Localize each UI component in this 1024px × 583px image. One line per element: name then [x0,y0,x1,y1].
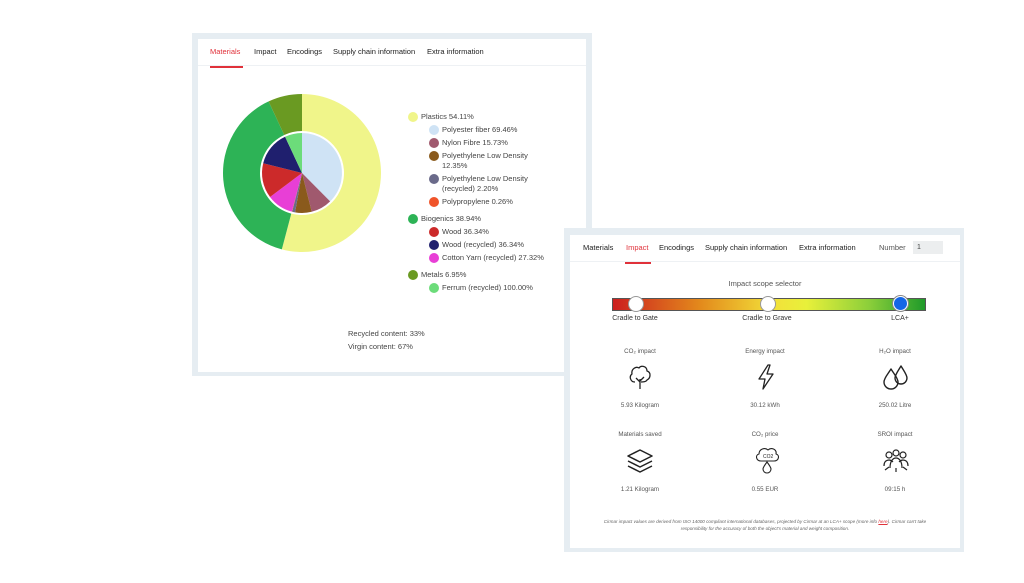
materials-sunburst-chart [223,94,381,252]
legend-label: Wood (recycled) 36.34% [442,240,524,249]
legend-label: Plastics 54.11% [421,112,474,121]
legend-label: Polyethylene Low Density [442,174,528,183]
tab-impact[interactable]: Impact [254,47,277,56]
active-tab-underline [210,66,243,68]
scope-stop-cradle-to-gate[interactable] [628,296,644,312]
tab-impact[interactable]: Impact [626,243,649,252]
inner-slice-polypropylene[interactable] [291,173,302,212]
tab-supply-chain-information[interactable]: Supply chain information [333,47,416,56]
materials-panel: Materials Impact Encodings Supply chain … [192,33,592,376]
legend-label: Cotton Yarn (recycled) 27.32% [442,253,544,262]
legend-swatch [429,197,439,207]
tree-icon [629,365,651,389]
scope-stop-lca-plus[interactable] [893,296,908,311]
metric-title-sroi-impact: SROI impact [877,431,913,438]
legend-swatch [429,227,439,237]
disclaimer-here-link[interactable]: here [878,519,888,524]
disclaimer-line-2: responsibility for the accuracy of both … [680,526,850,531]
inner-slice-cotton-yarn-recycled[interactable] [270,173,302,212]
metric-value-co2-impact: 5.93 Kilogram [620,402,660,409]
legend-swatch [408,112,418,122]
legend-label-continued: 12.35% [442,161,468,170]
legend-label: Polyester fiber 69.46% [442,125,518,134]
legend-swatch [429,253,439,263]
inner-slice-polyethylene-low-density-recycled[interactable] [292,173,302,213]
layers-icon [627,449,653,473]
disclaimer-line-1: Cirmar impact values are derived from IS… [570,518,960,525]
legend-label-continued: (recycled) 2.20% [442,184,499,193]
metric-title-co2-price: CO₂ price [751,431,779,438]
inner-slice-nylon-fibre[interactable] [302,173,331,212]
number-input[interactable]: 1 [913,241,943,254]
disclaimer: Cirmar impact values are derived from IS… [570,518,960,532]
legend-label: Biogenics 38.94% [421,214,482,223]
metric-title-materials-saved: Materials saved [618,431,662,438]
legend-swatch [429,240,439,250]
scope-label-lca-plus: LCA+ [891,315,909,322]
impact-scope-title: Impact scope selector [728,279,802,288]
tab-materials[interactable]: Materials [583,243,614,252]
legend-swatch [408,214,418,224]
metric-title-energy-impact: Energy impact [745,348,785,355]
scope-label-cradle-to-grave: Cradle to Grave [742,315,792,322]
tab-supply-chain-information[interactable]: Supply chain information [705,243,788,252]
materials-tab-bar: Materials Impact Encodings Supply chain … [198,39,586,68]
legend-swatch [429,174,439,184]
outer-slice-plastics[interactable] [281,94,381,252]
legend-swatch [429,283,439,293]
inner-slice-ferrum-recycled[interactable] [285,133,302,173]
lightning-icon [758,364,774,390]
legend-label: Polypropylene 0.26% [442,197,513,206]
metric-value-materials-saved: 1.21 Kilogram [620,486,660,493]
impact-card: Materials Impact Encodings Supply chain … [570,235,960,548]
legend-label: Wood 36.34% [442,227,489,236]
inner-slice-wood-recycled[interactable] [263,136,302,173]
tab-extra-information[interactable]: Extra information [799,243,856,252]
metric-title-h2o-impact: H₂O impact [879,348,911,355]
legend-label: Ferrum (recycled) 100.00% [442,283,533,292]
co2-cloud-icon: CO2 [756,448,779,474]
scope-label-cradle-to-gate: Cradle to Gate [612,315,658,322]
metric-value-sroi-impact: 09:15 h [884,486,906,493]
recycled-content-text: Recycled content: 33% [348,329,425,338]
active-tab-underline [625,262,651,264]
tab-materials[interactable]: Materials [210,47,241,56]
disclaimer-text-end: ). Cirmar can't take [887,519,927,524]
metric-value-h2o-impact: 250.02 Litre [878,402,912,409]
legend-label: Nylon Fibre 15.73% [442,138,508,147]
tab-encodings[interactable]: Encodings [659,243,695,252]
legend-label: Metals 6.95% [421,270,467,279]
inner-slice-wood[interactable] [262,163,302,198]
svg-text:CO2: CO2 [763,454,774,460]
impact-panel: Materials Impact Encodings Supply chain … [564,228,964,552]
legend-swatch [429,151,439,161]
disclaimer-text-start: Cirmar impact values are derived from IS… [603,519,878,524]
tab-encodings[interactable]: Encodings [287,47,323,56]
legend-swatch [429,125,439,135]
inner-slice-polyester-fiber[interactable] [302,133,342,202]
people-icon [883,449,909,472]
impact-tab-bar: Materials Impact Encodings Supply chain … [570,235,960,264]
metric-value-co2-price: 0.55 EUR [751,486,779,493]
inner-slice-polyethylene-low-density[interactable] [295,173,312,213]
legend-label: Polyethylene Low Density [442,151,528,160]
outer-slice-metals[interactable] [268,94,302,135]
materials-card: Materials Impact Encodings Supply chain … [198,39,586,372]
legend-swatch [429,138,439,148]
metric-title-co2-impact: CO₂ impact [624,348,656,355]
number-label: Number [879,243,906,252]
tab-extra-information[interactable]: Extra information [427,47,484,56]
outer-slice-biogenics[interactable] [223,101,292,250]
legend-swatch [408,270,418,280]
scope-stop-cradle-to-grave[interactable] [760,296,776,312]
metric-value-energy-impact: 30.12 kWh [750,402,780,409]
water-drops-icon [883,365,908,390]
virgin-content-text: Virgin content: 67% [348,342,413,351]
